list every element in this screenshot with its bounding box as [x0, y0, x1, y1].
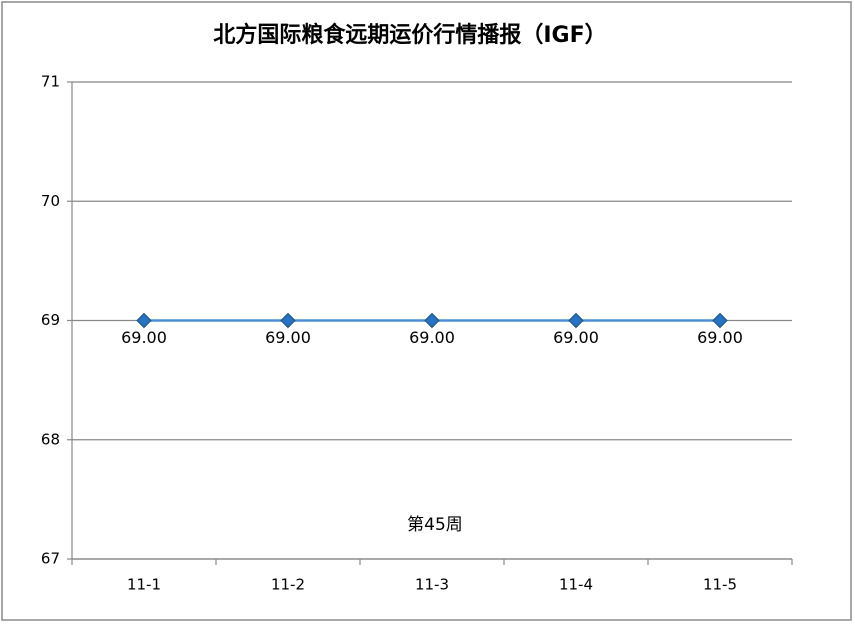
value-label: 69.00	[697, 328, 743, 347]
marker	[712, 312, 728, 329]
chart-title: 北方国际粮食远期运价行情播报（IGF）	[213, 22, 606, 48]
marker	[424, 312, 440, 329]
y-tick-label: 71	[41, 73, 60, 91]
marker	[136, 312, 152, 329]
value-label: 69.00	[121, 328, 167, 347]
x-tick-label: 11-3	[415, 576, 449, 594]
value-label: 69.00	[265, 328, 311, 347]
marker	[568, 312, 584, 329]
marker	[280, 312, 296, 329]
x-tick-label: 11-4	[559, 576, 593, 594]
value-label: 69.00	[409, 328, 455, 347]
x-tick-label: 11-1	[127, 576, 161, 594]
y-tick-label: 70	[41, 192, 60, 210]
annotation: 第45周	[407, 515, 463, 535]
y-tick-label: 68	[41, 430, 60, 448]
y-tick-label: 67	[41, 550, 60, 568]
y-tick-label: 69	[41, 311, 60, 329]
x-tick-label: 11-5	[703, 576, 737, 594]
value-label: 69.00	[553, 328, 599, 347]
x-tick-label: 11-2	[271, 576, 305, 594]
